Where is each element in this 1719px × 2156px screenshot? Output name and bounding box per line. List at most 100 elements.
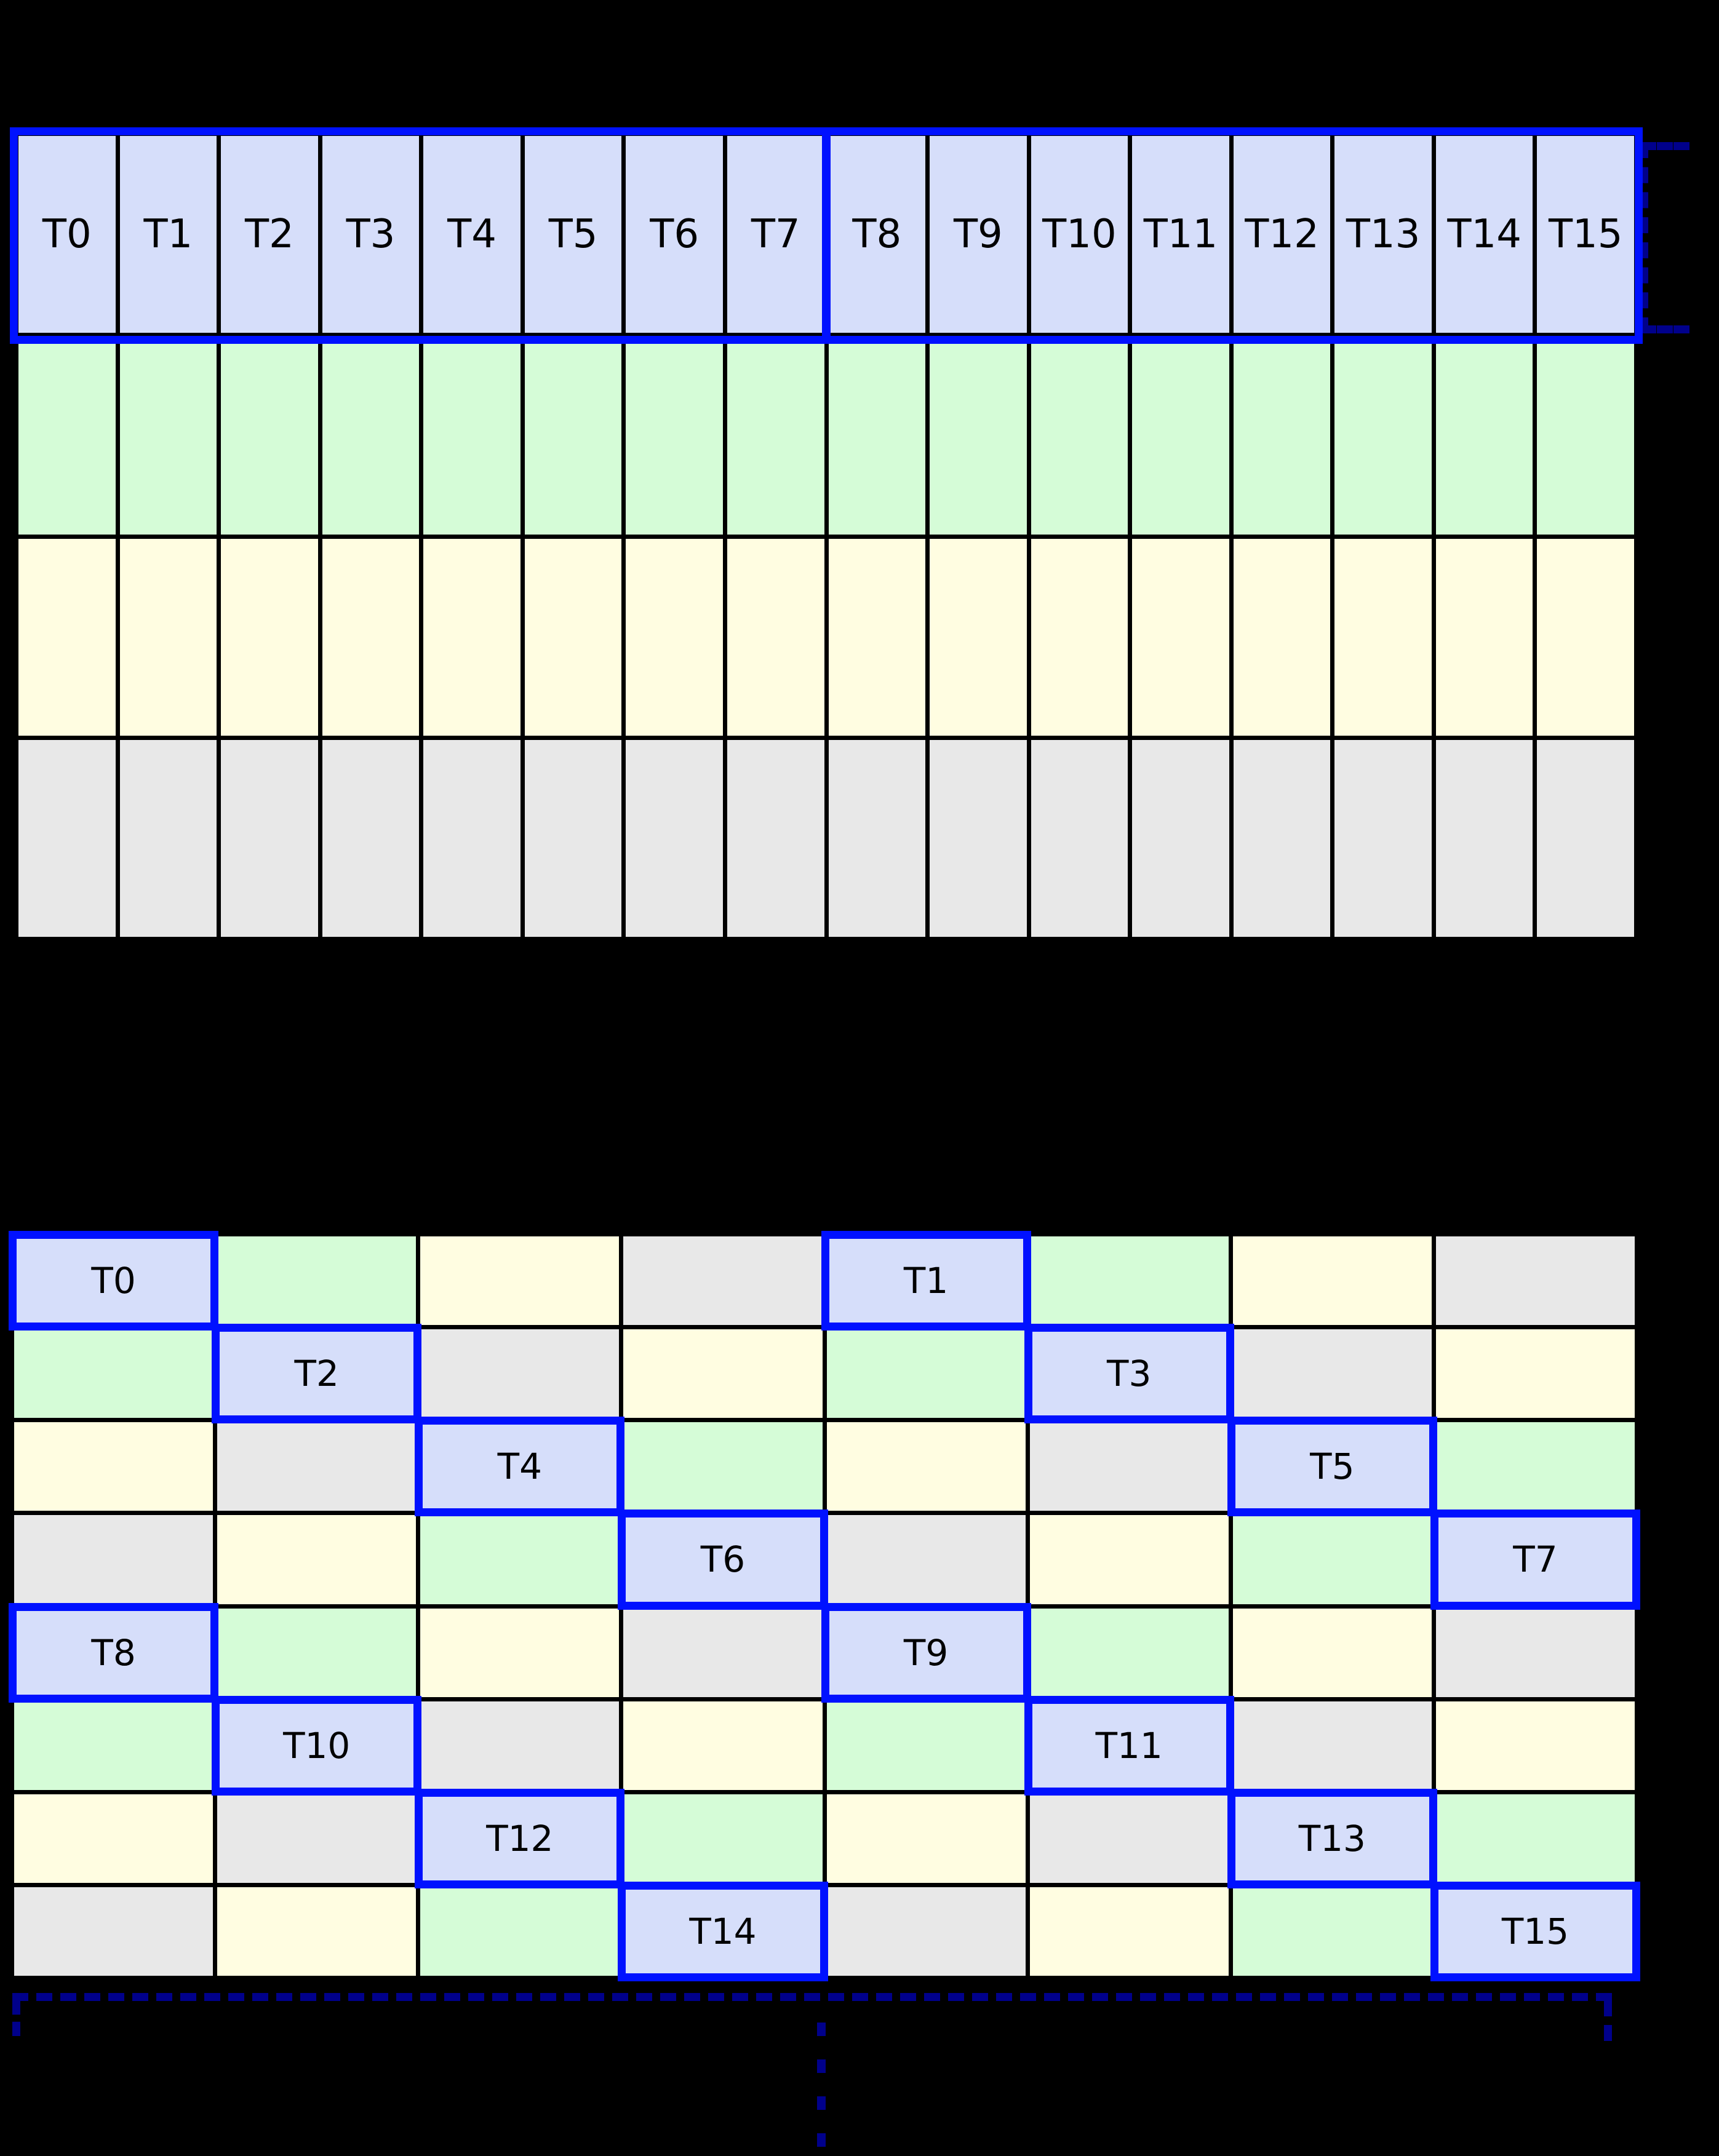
thread-cell-T5: T5 bbox=[524, 136, 622, 333]
cell-yellow bbox=[18, 538, 116, 736]
thread-label: T15 bbox=[1501, 1910, 1569, 1952]
thread-label: T11 bbox=[1095, 1724, 1163, 1767]
thread-label: T6 bbox=[650, 212, 700, 258]
cell-yellow bbox=[1232, 1608, 1432, 1697]
cell-yellow bbox=[1435, 1701, 1635, 1790]
thread-label: T0 bbox=[42, 212, 92, 258]
cell-gray bbox=[1232, 1701, 1432, 1790]
cell-yellow bbox=[727, 538, 824, 736]
cell-yellow bbox=[623, 1701, 823, 1790]
thread-cell-T4: T4 bbox=[423, 136, 520, 333]
cell-gray bbox=[221, 739, 318, 937]
cell-green bbox=[1435, 1422, 1635, 1511]
ellipsis-dash bbox=[817, 2133, 826, 2147]
cell-yellow bbox=[322, 538, 420, 736]
thread-cell-T11: T11 bbox=[1132, 136, 1229, 333]
thread-label: T13 bbox=[1346, 212, 1421, 258]
thread-label: T9 bbox=[903, 1631, 949, 1674]
cell-yellow bbox=[1029, 1515, 1229, 1604]
thread-label: T12 bbox=[1245, 212, 1319, 258]
thread-cell-T4: T4 bbox=[415, 1417, 625, 1517]
thread-label: T8 bbox=[852, 212, 902, 258]
cell-yellow bbox=[1031, 538, 1128, 736]
thread-label: T9 bbox=[953, 212, 1003, 258]
thread-label: T0 bbox=[91, 1260, 136, 1302]
cell-green bbox=[1232, 1515, 1432, 1604]
cell-green bbox=[14, 1701, 213, 1790]
thread-label: T14 bbox=[689, 1910, 757, 1952]
warp-outline-right-half bbox=[822, 127, 1643, 344]
thread-cell-T15: T15 bbox=[1430, 1881, 1641, 1982]
thread-cell-T2: T2 bbox=[212, 1324, 422, 1424]
thread-label: T1 bbox=[143, 212, 193, 258]
cell-gray bbox=[626, 739, 723, 937]
thread-cell-T10: T10 bbox=[1031, 136, 1128, 333]
thread-cell-T10: T10 bbox=[212, 1695, 422, 1796]
thread-label: T13 bbox=[1298, 1817, 1366, 1860]
cell-green bbox=[217, 1608, 417, 1697]
thread-label: T3 bbox=[1107, 1353, 1152, 1395]
thread-cell-T15: T15 bbox=[1537, 136, 1634, 333]
thread-label: T4 bbox=[447, 212, 497, 258]
bottom-brace bbox=[12, 1993, 1612, 2001]
cell-green bbox=[1029, 1236, 1229, 1326]
thread-cell-T6: T6 bbox=[618, 1510, 828, 1610]
thread-cell-T14: T14 bbox=[618, 1881, 828, 1982]
cell-green bbox=[119, 337, 217, 535]
thread-cell-T13: T13 bbox=[1334, 136, 1432, 333]
cell-green bbox=[524, 337, 622, 535]
thread-cell-T7: T7 bbox=[727, 136, 824, 333]
cell-yellow bbox=[826, 1422, 1026, 1511]
ellipsis-dash bbox=[817, 2096, 826, 2110]
ellipsis-dash bbox=[817, 2059, 826, 2073]
warp-outline-left-half bbox=[10, 127, 831, 344]
cell-gray bbox=[1537, 739, 1634, 937]
cell-green bbox=[1537, 337, 1634, 535]
cell-gray bbox=[1334, 739, 1432, 937]
bottom-swizzled-grid: T0 T1 T2 T3 T4 T5 T6 T7 T8 T9 T10 T11 T12 T13 T14 T15 bbox=[8, 1230, 1641, 1982]
cell-gray bbox=[1132, 739, 1229, 937]
cell-yellow bbox=[119, 538, 217, 736]
thread-label: T10 bbox=[283, 1724, 351, 1767]
cell-green bbox=[1029, 1608, 1229, 1697]
cell-yellow bbox=[1233, 538, 1331, 736]
cell-yellow bbox=[14, 1794, 213, 1883]
cell-gray bbox=[322, 739, 420, 937]
thread-cell-T6: T6 bbox=[626, 136, 723, 333]
cell-gray bbox=[826, 1887, 1026, 1976]
cell-green bbox=[1435, 1794, 1635, 1883]
thread-label: T4 bbox=[497, 1446, 542, 1488]
cell-green bbox=[423, 337, 520, 535]
thread-label: T10 bbox=[1042, 212, 1117, 258]
thread-label: T1 bbox=[903, 1260, 949, 1302]
cell-green bbox=[1031, 337, 1128, 535]
cell-green bbox=[1233, 337, 1331, 535]
cell-yellow bbox=[14, 1422, 213, 1511]
cell-green bbox=[217, 1236, 417, 1326]
thread-cell-T12: T12 bbox=[1233, 136, 1331, 333]
thread-cell-T12: T12 bbox=[415, 1788, 625, 1888]
row-bracket-bottom-arm bbox=[1640, 325, 1689, 333]
thread-label: T7 bbox=[751, 212, 800, 258]
thread-label: T5 bbox=[548, 212, 598, 258]
bottom-brace-left-tick bbox=[12, 2000, 20, 2036]
thread-cell-T5: T5 bbox=[1227, 1417, 1437, 1517]
cell-gray bbox=[217, 1794, 417, 1883]
cell-green bbox=[1132, 337, 1229, 535]
cell-yellow bbox=[1435, 538, 1533, 736]
thread-cell-T7: T7 bbox=[1430, 1510, 1641, 1610]
cell-gray bbox=[623, 1608, 823, 1697]
cell-green bbox=[623, 1422, 823, 1511]
cell-gray bbox=[524, 739, 622, 937]
thread-cell-T0: T0 bbox=[18, 136, 116, 333]
cell-green bbox=[14, 1329, 213, 1418]
cell-yellow bbox=[1132, 538, 1229, 736]
cell-green bbox=[828, 337, 926, 535]
cell-gray bbox=[119, 739, 217, 937]
thread-cell-T3: T3 bbox=[1024, 1324, 1234, 1424]
cell-green bbox=[727, 337, 824, 535]
cell-gray bbox=[420, 1329, 620, 1418]
cell-gray bbox=[1435, 739, 1533, 937]
thread-cell-T1: T1 bbox=[821, 1230, 1031, 1331]
vertical-ellipsis bbox=[817, 2023, 826, 2147]
